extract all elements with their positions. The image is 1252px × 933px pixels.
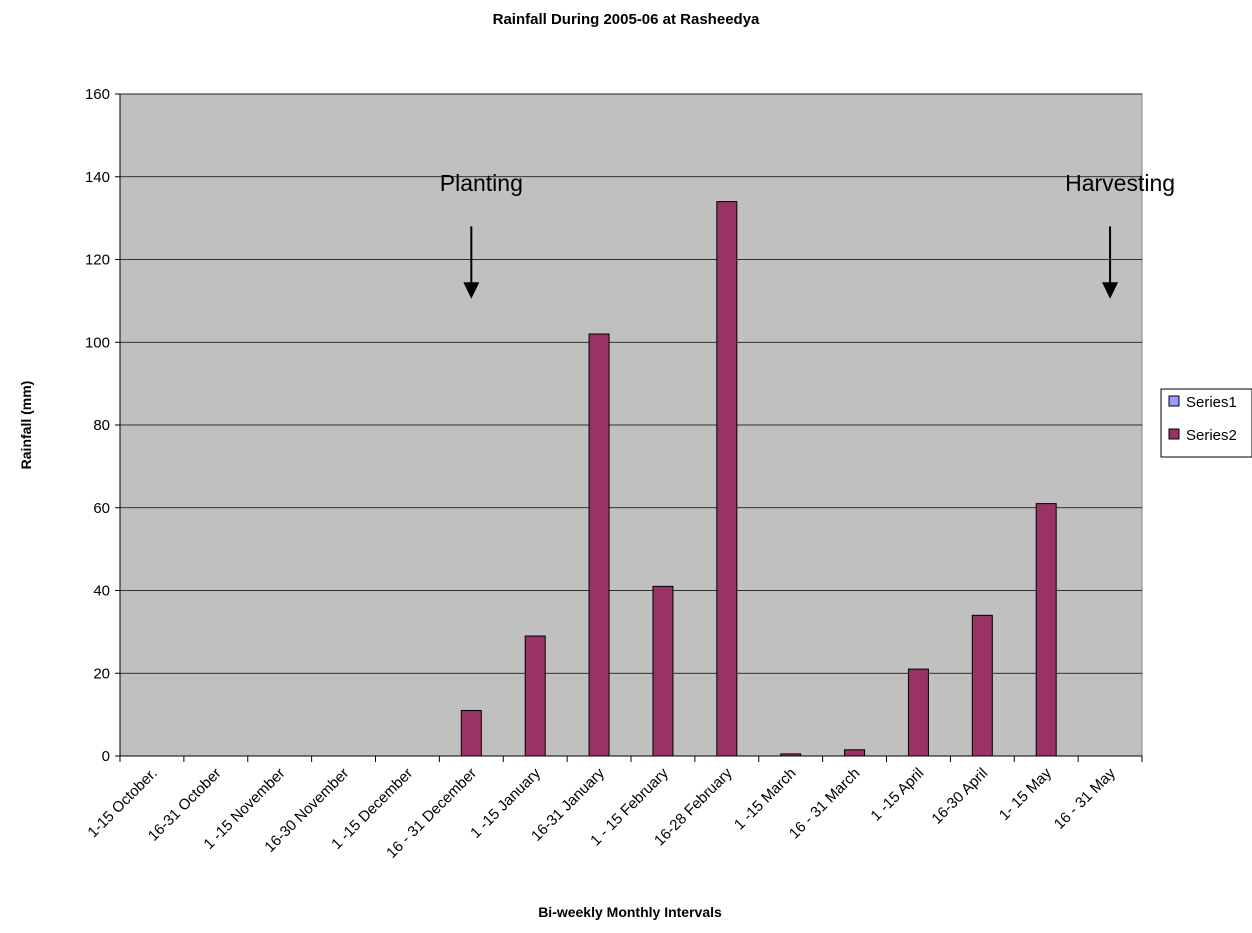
y-tick-label: 20	[93, 665, 110, 682]
bars	[460, 201, 1057, 757]
y-tick-label: 40	[93, 583, 110, 600]
annotations: Planting Harvesting	[440, 170, 1175, 299]
legend-label: Series1	[1186, 394, 1237, 411]
x-tick-label: 1- 15 May	[996, 764, 1056, 824]
bar	[460, 709, 482, 757]
chart-title: Rainfall During 2005-06 at Rasheedya	[493, 11, 760, 28]
x-axis-title: Bi-weekly Monthly Intervals	[538, 904, 722, 920]
legend: Series1 Series2	[1160, 388, 1252, 458]
x-tick-label: 1 -15 April	[867, 765, 927, 825]
annotation-label: Harvesting	[1065, 170, 1175, 196]
arrow-down-icon	[1102, 282, 1119, 299]
bar	[524, 635, 546, 757]
y-tick-label: 140	[85, 169, 110, 186]
y-tick-label: 100	[85, 334, 110, 351]
y-tick-label: 120	[85, 252, 110, 269]
legend-swatch	[1168, 428, 1180, 440]
y-tick-label: 60	[93, 500, 110, 517]
y-tick-label: 80	[93, 417, 110, 434]
y-tick-label: 160	[85, 86, 110, 103]
arrow-down-icon	[463, 282, 480, 299]
legend-label: Series2	[1186, 427, 1237, 444]
bar	[652, 585, 674, 757]
bar	[588, 333, 610, 757]
gridlines	[120, 93, 1142, 674]
y-tick-labels: 0 20 40 60 80 100 120 140 160	[85, 86, 120, 765]
bar	[1035, 503, 1057, 757]
y-axis-title: Rainfall (mm)	[18, 381, 34, 470]
bar	[844, 749, 866, 757]
x-tick-label: 16 - 31 May	[1051, 764, 1119, 832]
x-tick-label: 16-30 April	[928, 765, 991, 828]
bar	[971, 614, 993, 757]
bar	[907, 668, 929, 757]
y-tick-label: 0	[102, 748, 110, 765]
bar	[716, 201, 738, 757]
legend-swatch	[1168, 395, 1180, 407]
x-tick-label: 1 -15 March	[731, 765, 800, 834]
annotation-label: Planting	[440, 170, 523, 196]
